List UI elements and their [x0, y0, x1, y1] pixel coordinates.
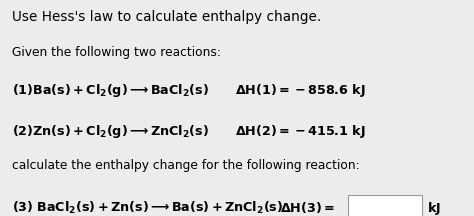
Text: $\mathbf{(2)Zn(s) + Cl_2(g)\longrightarrow ZnCl_2(s)}$: $\mathbf{(2)Zn(s) + Cl_2(g)\longrightarr… [12, 123, 209, 140]
Text: $\mathbf{kJ}$: $\mathbf{kJ}$ [427, 200, 440, 216]
Text: $\mathbf{\Delta H(1) = -858.6\ kJ}$: $\mathbf{\Delta H(1) = -858.6\ kJ}$ [235, 82, 365, 99]
Text: Use Hess's law to calculate enthalpy change.: Use Hess's law to calculate enthalpy cha… [12, 10, 321, 24]
Text: calculate the enthalpy change for the following reaction:: calculate the enthalpy change for the fo… [12, 159, 359, 172]
Text: Given the following two reactions:: Given the following two reactions: [12, 46, 221, 59]
Text: $\mathbf{(1)Ba(s) + Cl_2(g)\longrightarrow BaCl_2(s)}$: $\mathbf{(1)Ba(s) + Cl_2(g)\longrightarr… [12, 82, 209, 99]
Text: $\mathbf{\Delta H(3) =}$: $\mathbf{\Delta H(3) =}$ [280, 200, 335, 215]
Text: $\mathbf{(3)\ BaCl_2(s) + Zn(s)\longrightarrow Ba(s) + ZnCl_2(s)}$: $\mathbf{(3)\ BaCl_2(s) + Zn(s)\longrigh… [12, 200, 283, 216]
Text: $\mathbf{\Delta H(2) = -415.1\ kJ}$: $\mathbf{\Delta H(2) = -415.1\ kJ}$ [235, 123, 365, 140]
FancyBboxPatch shape [348, 195, 422, 216]
